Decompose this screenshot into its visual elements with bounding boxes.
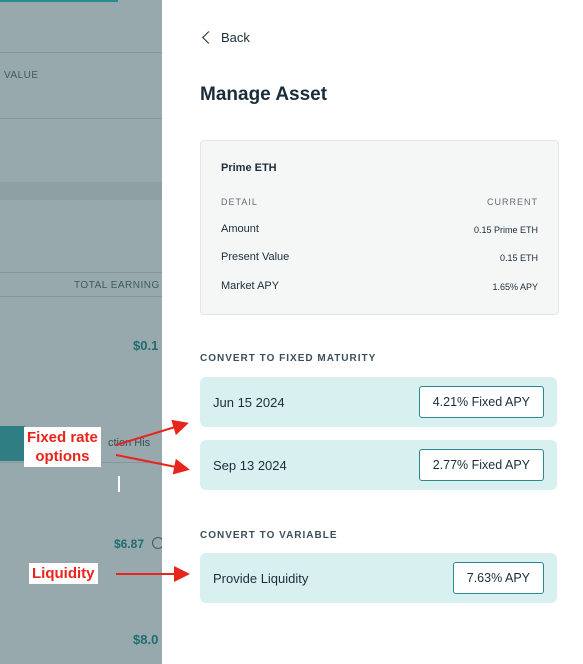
background-tab-transaction-history[interactable]: ction His (108, 437, 151, 449)
background-tab-indicator (0, 0, 118, 2)
asset-name: Prime ETH (221, 162, 277, 174)
provide-liquidity-option[interactable]: Provide Liquidity 7.63% APY (200, 553, 557, 603)
annotation-liquidity: Liquidity (29, 563, 98, 584)
column-header-current: CURRENT (487, 197, 538, 207)
column-header-total-earnings: TOTAL EARNING (74, 280, 160, 291)
detail-label-market-apy: Market APY (221, 280, 280, 292)
section-title-variable: CONVERT TO VARIABLE (200, 530, 338, 541)
arrow-to-jun-option (115, 419, 189, 446)
annotation-fixed-rate-options: Fixed rate options (24, 427, 101, 467)
divider (0, 272, 162, 273)
divider (0, 52, 162, 53)
section-title-fixed-maturity: CONVERT TO FIXED MATURITY (200, 353, 377, 364)
background-amount: $8.0 (133, 632, 159, 647)
divider (0, 118, 162, 119)
info-icon[interactable] (152, 537, 162, 549)
fixed-option-jun-2024[interactable]: Jun 15 2024 4.21% Fixed APY (200, 377, 557, 427)
detail-value-market-apy: 1.65% APY (492, 282, 538, 292)
fixed-option-sep-2024[interactable]: Sep 13 2024 2.77% Fixed APY (200, 440, 557, 490)
fixed-apy-button[interactable]: 4.21% Fixed APY (418, 386, 544, 418)
provide-liquidity-label: Provide Liquidity (213, 571, 309, 586)
background-amount: $6.87 (114, 537, 145, 551)
divider (0, 296, 162, 297)
annotation-line: Fixed rate (27, 429, 98, 446)
background-amount: $0.1 (133, 338, 159, 353)
maturity-date: Jun 15 2024 (213, 395, 285, 410)
text-cursor (118, 476, 120, 492)
background-button[interactable] (0, 426, 25, 461)
variable-apy-button[interactable]: 7.63% APY (452, 562, 544, 594)
column-header-value: VALUE (4, 70, 39, 81)
column-header-detail: DETAIL (221, 197, 258, 207)
arrow-to-sep-option (115, 454, 190, 475)
detail-label-amount: Amount (221, 223, 259, 235)
fixed-apy-button[interactable]: 2.77% Fixed APY (418, 449, 544, 481)
back-button[interactable]: Back (200, 30, 250, 45)
asset-details-card: Prime ETH DETAIL CURRENT Amount 0.15 Pri… (200, 140, 559, 315)
page-title: Manage Asset (200, 84, 328, 105)
detail-value-present-value: 0.15 ETH (499, 253, 538, 263)
back-label: Back (221, 30, 250, 45)
manage-asset-panel: Back Manage Asset Prime ETH DETAIL CURRE… (162, 0, 583, 664)
maturity-date: Sep 13 2024 (213, 458, 287, 473)
detail-label-present-value: Present Value (221, 251, 290, 263)
background-page: VALUE TOTAL EARNING $0.1 ction His $6.87… (0, 0, 162, 664)
annotation-line: options (35, 448, 90, 465)
background-band (0, 182, 162, 200)
detail-value-amount: 0.15 Prime ETH (473, 225, 538, 235)
